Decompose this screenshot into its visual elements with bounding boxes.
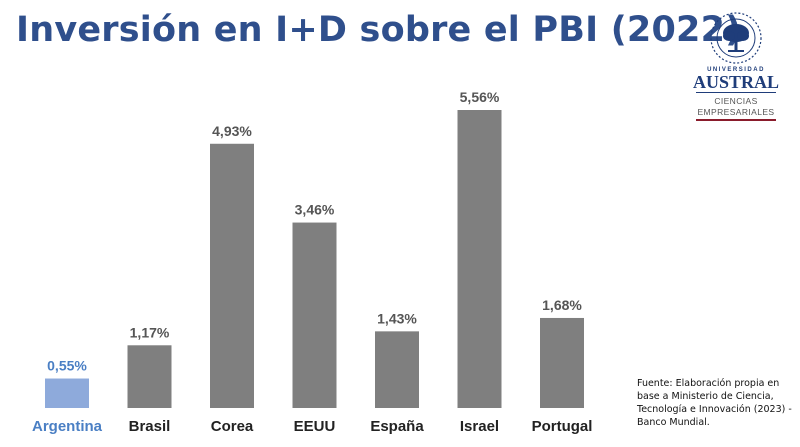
value-label-portugal: 1,68% — [542, 297, 582, 313]
bar-argentina — [45, 378, 89, 408]
logo-department-line2: EMPRESARIALES — [697, 107, 775, 117]
bar-portugal — [540, 317, 584, 408]
bar-brasil — [127, 345, 172, 408]
bar-israel — [457, 110, 502, 408]
university-logo: UNIVERSIDAD AUSTRAL CIENCIAS EMPRESARIAL… — [690, 10, 790, 125]
chart-title: Inversión en I+D sobre el PBI (2022) — [16, 10, 742, 50]
logo-accent-rule — [696, 119, 776, 121]
value-label-argentina: 0,55% — [47, 358, 87, 374]
logo-department-line1: CIENCIAS — [714, 96, 758, 106]
category-label-portugal: Portugal — [532, 418, 593, 435]
category-label-argentina: Argentina — [32, 418, 103, 435]
value-label-eeuu: 3,46% — [295, 202, 335, 218]
value-label-israel: 5,56% — [460, 89, 500, 105]
logo-divider — [696, 92, 776, 93]
value-label-españa: 1,43% — [377, 310, 417, 326]
category-label-eeuu: EEUU — [294, 418, 336, 435]
bar-corea — [210, 143, 254, 409]
source-note: Fuente: Elaboración propia en base a Min… — [637, 378, 792, 428]
bar-eeuu — [292, 222, 337, 408]
category-label-israel: Israel — [460, 418, 499, 435]
category-label-corea: Corea — [211, 418, 254, 435]
logo-name: AUSTRAL — [692, 72, 780, 92]
logo-department: CIENCIAS EMPRESARIALES — [690, 96, 782, 118]
logo-university-label: UNIVERSIDAD — [707, 67, 765, 73]
bar-españa — [375, 331, 419, 408]
value-label-brasil: 1,17% — [130, 324, 170, 340]
category-label-brasil: Brasil — [129, 418, 171, 435]
tree-crest-icon — [710, 12, 762, 64]
category-label-españa: España — [370, 418, 424, 435]
value-label-corea: 4,93% — [212, 123, 252, 139]
